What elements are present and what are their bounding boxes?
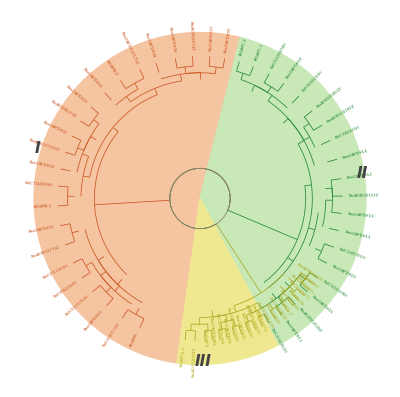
Text: BnaGAPDH03: BnaGAPDH03 bbox=[82, 67, 102, 90]
Text: BolC0I47172H: BolC0I47172H bbox=[102, 322, 121, 347]
Text: BnaGAPDH01: BnaGAPDH01 bbox=[65, 85, 88, 105]
Text: BnaGAPDH06: BnaGAPDH06 bbox=[168, 26, 176, 53]
Text: BraA06G27103Z: BraA06G27103Z bbox=[28, 138, 60, 152]
Text: AtGAPA-2: AtGAPA-2 bbox=[105, 59, 119, 77]
Text: BCHGAPDH: BCHGAPDH bbox=[265, 304, 280, 326]
Text: BraA02G28864H: BraA02G28864H bbox=[243, 304, 260, 336]
Text: BolC1I05761H: BolC1I05761H bbox=[339, 247, 366, 260]
Text: BnaGAPDH12: BnaGAPDH12 bbox=[347, 172, 374, 180]
Text: AtGAPC-2b: AtGAPC-2b bbox=[287, 289, 304, 306]
Text: III: III bbox=[195, 354, 212, 368]
Text: BnaGAPDH10: BnaGAPDH10 bbox=[84, 309, 104, 332]
Wedge shape bbox=[34, 33, 240, 363]
Text: BnaGAPDH02: BnaGAPDH02 bbox=[42, 120, 68, 135]
Text: BraA06G24182Z: BraA06G24182Z bbox=[326, 104, 356, 124]
Text: BolC6I60193H: BolC6I60193H bbox=[302, 70, 324, 93]
Text: BnaGAPDH22: BnaGAPDH22 bbox=[331, 264, 357, 279]
Text: BnaGAPDH08b: BnaGAPDH08b bbox=[208, 317, 215, 347]
Text: BolC5G09878H: BolC5G09878H bbox=[270, 42, 288, 70]
Text: BnaGAPDH08: BnaGAPDH08 bbox=[144, 32, 156, 58]
Text: BraA07I50354Z: BraA07I50354Z bbox=[192, 347, 197, 377]
Text: BnaA08G21392: BnaA08G21392 bbox=[296, 262, 324, 283]
Wedge shape bbox=[177, 198, 278, 364]
Text: BnaGAPDH18: BnaGAPDH18 bbox=[286, 56, 304, 80]
Text: BraA02N12526Z: BraA02N12526Z bbox=[298, 307, 322, 334]
Text: BolC8I60902Z: BolC8I60902Z bbox=[268, 296, 287, 321]
Text: BnaGAPDH09: BnaGAPDH09 bbox=[28, 225, 55, 234]
Text: BnaGAPDH07: BnaGAPDH07 bbox=[208, 24, 214, 51]
Text: BnaGAPDH05: BnaGAPDH05 bbox=[224, 26, 232, 53]
Text: BolC7I44089H: BolC7I44089H bbox=[24, 181, 52, 187]
Text: BolC5I34952H: BolC5I34952H bbox=[270, 327, 287, 353]
Text: BolC5G0917c: BolC5G0917c bbox=[288, 280, 310, 301]
Text: BraA08I327792: BraA08I327792 bbox=[30, 245, 60, 258]
Text: AtGAPC-1: AtGAPC-1 bbox=[254, 43, 264, 62]
Text: BraA05941852Z: BraA05941852Z bbox=[316, 86, 343, 109]
Text: BnaGAPDH24: BnaGAPDH24 bbox=[221, 318, 230, 345]
Text: BolC8I60903: BolC8I60903 bbox=[297, 271, 320, 289]
Text: BnaGAPDH11: BnaGAPDH11 bbox=[284, 319, 302, 343]
Text: AtGAPCp-2: AtGAPCp-2 bbox=[277, 297, 293, 317]
Text: BolC3I18338H: BolC3I18338H bbox=[322, 280, 347, 299]
Text: BolC8I62244H: BolC8I62244H bbox=[53, 280, 78, 299]
Text: BolC5G09177H: BolC5G09177H bbox=[256, 301, 274, 329]
Text: BraA08I35153Z: BraA08I35153Z bbox=[348, 193, 379, 198]
Text: AtGAPC-2: AtGAPC-2 bbox=[239, 37, 248, 56]
Text: BnaGAPDH4T175Z: BnaGAPDH4T175Z bbox=[120, 30, 139, 65]
Text: II: II bbox=[357, 166, 368, 181]
Text: BnaGAPDH20: BnaGAPDH20 bbox=[278, 289, 299, 312]
Text: BnaGAPDH04: BnaGAPDH04 bbox=[28, 160, 55, 170]
Text: BolC5G08914SH: BolC5G08914SH bbox=[214, 313, 223, 346]
Text: AtGAPCp-1: AtGAPCp-1 bbox=[180, 346, 186, 367]
Text: AtGAPA-1: AtGAPA-1 bbox=[34, 204, 52, 209]
Text: BnaGAPDH13: BnaGAPDH13 bbox=[344, 230, 371, 240]
Text: BraA02D4074Z: BraA02D4074Z bbox=[189, 20, 194, 50]
Text: BnaGAPDH19: BnaGAPDH19 bbox=[347, 212, 374, 219]
Text: BolC3B4925H: BolC3B4925H bbox=[335, 125, 361, 140]
Text: BolC3B9994H: BolC3B9994H bbox=[240, 312, 253, 339]
Text: BnaGAP0B207882: BnaGAP0B207882 bbox=[225, 307, 238, 343]
Wedge shape bbox=[200, 37, 366, 345]
Text: BraA02B8473Z: BraA02B8473Z bbox=[50, 100, 77, 119]
Text: BnaGAPDH15: BnaGAPDH15 bbox=[311, 294, 333, 315]
Text: BnaGAPDH14: BnaGAPDH14 bbox=[342, 148, 369, 160]
Text: I: I bbox=[34, 141, 40, 156]
Text: BolC5G29783H: BolC5G29783H bbox=[64, 294, 89, 317]
Text: BnaGAPDH25: BnaGAPDH25 bbox=[234, 314, 245, 341]
Text: AtGAPB: AtGAPB bbox=[129, 332, 139, 347]
Text: BnaGAP3: BnaGAP3 bbox=[202, 329, 207, 347]
Text: BnaGAPDH07c: BnaGAPDH07c bbox=[290, 274, 315, 295]
Text: BnaGAPDH07b: BnaGAPDH07b bbox=[250, 305, 267, 333]
Text: BolC2I11393H: BolC2I11393H bbox=[42, 264, 69, 280]
